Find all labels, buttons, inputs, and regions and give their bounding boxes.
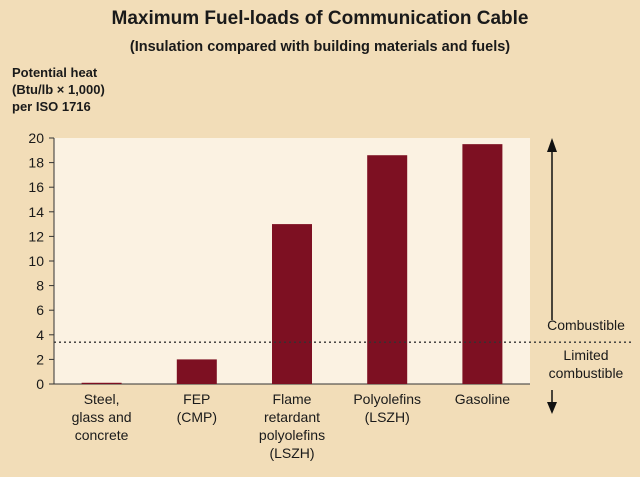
y-axis-label-line: (Btu/lb × 1,000): [12, 82, 105, 97]
x-tick-label: FEP: [183, 391, 210, 407]
y-tick-label: 16: [28, 179, 44, 195]
x-tick-label: Flame: [273, 391, 312, 407]
x-tick-label: Steel,: [84, 391, 120, 407]
x-tick-label: (CMP): [177, 409, 217, 425]
y-tick-label: 8: [36, 278, 44, 294]
y-tick-label: 6: [36, 302, 44, 318]
y-tick-label: 12: [28, 228, 44, 244]
x-tick-label: (LSZH): [365, 409, 410, 425]
bar: [176, 359, 217, 384]
bar: [462, 144, 503, 384]
y-tick-label: 10: [28, 253, 44, 269]
y-axis-label-line: Potential heat: [12, 65, 98, 80]
x-tick-label: Gasoline: [455, 391, 510, 407]
bar: [272, 224, 312, 384]
y-tick-label: 14: [28, 204, 44, 220]
x-tick-label: polyolefins: [259, 427, 325, 443]
up-arrow-head: [547, 138, 557, 152]
down-arrow-head: [547, 402, 557, 414]
bar: [81, 382, 122, 384]
limited-combustible-label: combustible: [549, 365, 624, 381]
chart-title: Maximum Fuel-loads of Communication Cabl…: [111, 8, 529, 29]
y-tick-label: 18: [28, 155, 44, 171]
combustible-label: Combustible: [547, 317, 625, 333]
y-tick-label: 0: [36, 376, 44, 392]
y-tick-label: 2: [36, 351, 44, 367]
x-tick-label: glass and: [72, 409, 132, 425]
y-tick-label: 20: [28, 130, 44, 146]
y-axis-label: Potential heat (Btu/lb × 1,000) per ISO …: [12, 64, 105, 115]
chart-subtitle: (Insulation compared with building mater…: [129, 39, 511, 55]
y-tick-label: 4: [36, 327, 44, 343]
x-tick-label: concrete: [75, 427, 129, 443]
x-tick-label: retardant: [264, 409, 320, 425]
y-axis-label-line: per ISO 1716: [12, 99, 91, 114]
bar: [367, 155, 408, 384]
x-tick-label: (LSZH): [269, 445, 314, 461]
x-tick-label: Polyolefins: [353, 391, 421, 407]
limited-combustible-label: Limited: [563, 347, 608, 363]
